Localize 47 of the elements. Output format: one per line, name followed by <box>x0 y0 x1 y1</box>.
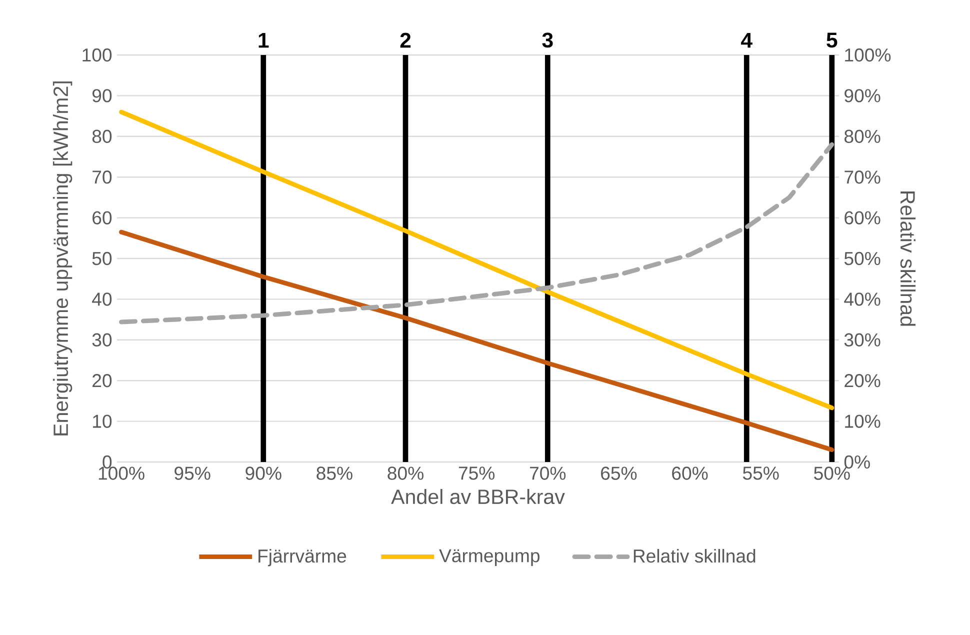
x-tick-label: 70% <box>530 466 566 480</box>
line-series <box>118 230 834 452</box>
y2-tick-label: 20% <box>844 374 880 388</box>
annotation: 2 <box>400 32 411 48</box>
annotation: 4 <box>741 33 752 48</box>
y2-tick-label: 40% <box>844 292 880 306</box>
x-tick-label: 75% <box>458 466 495 480</box>
x-tick-label: 65% <box>601 466 637 480</box>
y-tick-label: 20 <box>92 374 112 388</box>
y-tick-label: 100 <box>82 48 112 62</box>
y2-tick-label: 100% <box>845 48 891 62</box>
x-axis-title: Andel av BBR-krav <box>391 488 565 504</box>
y2-tick-label: 50% <box>844 252 880 266</box>
y2-tick-label: 60% <box>844 211 880 224</box>
x-tick-label: 90% <box>246 466 282 480</box>
y-tick-label: 40 <box>92 292 112 306</box>
y2-axis-title: Relativ skillnad <box>900 192 916 326</box>
legend-label: Relativ skillnad <box>634 548 756 563</box>
x-tick-label: 100% <box>98 466 144 480</box>
legend-label: Värmepump <box>439 549 540 566</box>
annotation: 1 <box>258 33 269 48</box>
line-series <box>118 142 834 324</box>
x-tick-label: 55% <box>742 466 779 480</box>
y-tick-label: 30 <box>92 333 112 346</box>
y-tick-label: 60 <box>92 211 112 224</box>
y-axis-title: Energiutrymme uppvärmning [kWh/m2] <box>52 82 72 436</box>
x-tick-label: 95% <box>174 466 210 480</box>
y-tick-label: 80 <box>92 130 112 143</box>
y-tick-label: 50 <box>92 252 112 266</box>
y2-tick-label: 30% <box>844 333 880 346</box>
x-tick-label: 85% <box>316 466 352 480</box>
y-tick-label: 90 <box>92 89 112 102</box>
x-tick-label: 60% <box>672 466 708 480</box>
legend-label: Fjärrvärme <box>258 548 346 566</box>
line-series <box>118 110 834 410</box>
annotation: 5 <box>826 32 838 48</box>
y-tick-label: 0 <box>102 455 112 469</box>
y-tick-label: 10 <box>93 414 112 428</box>
y2-tick-label: 80% <box>844 130 880 143</box>
annotation: 3 <box>542 32 553 48</box>
x-tick-label: 50% <box>814 466 850 480</box>
y2-tick-label: 90% <box>844 89 880 102</box>
x-tick-label: 80% <box>388 466 424 480</box>
y2-tick-label: 0% <box>844 455 870 469</box>
y-tick-label: 70 <box>92 170 112 184</box>
y2-tick-label: 70% <box>844 170 880 184</box>
y2-tick-label: 10% <box>845 414 880 428</box>
